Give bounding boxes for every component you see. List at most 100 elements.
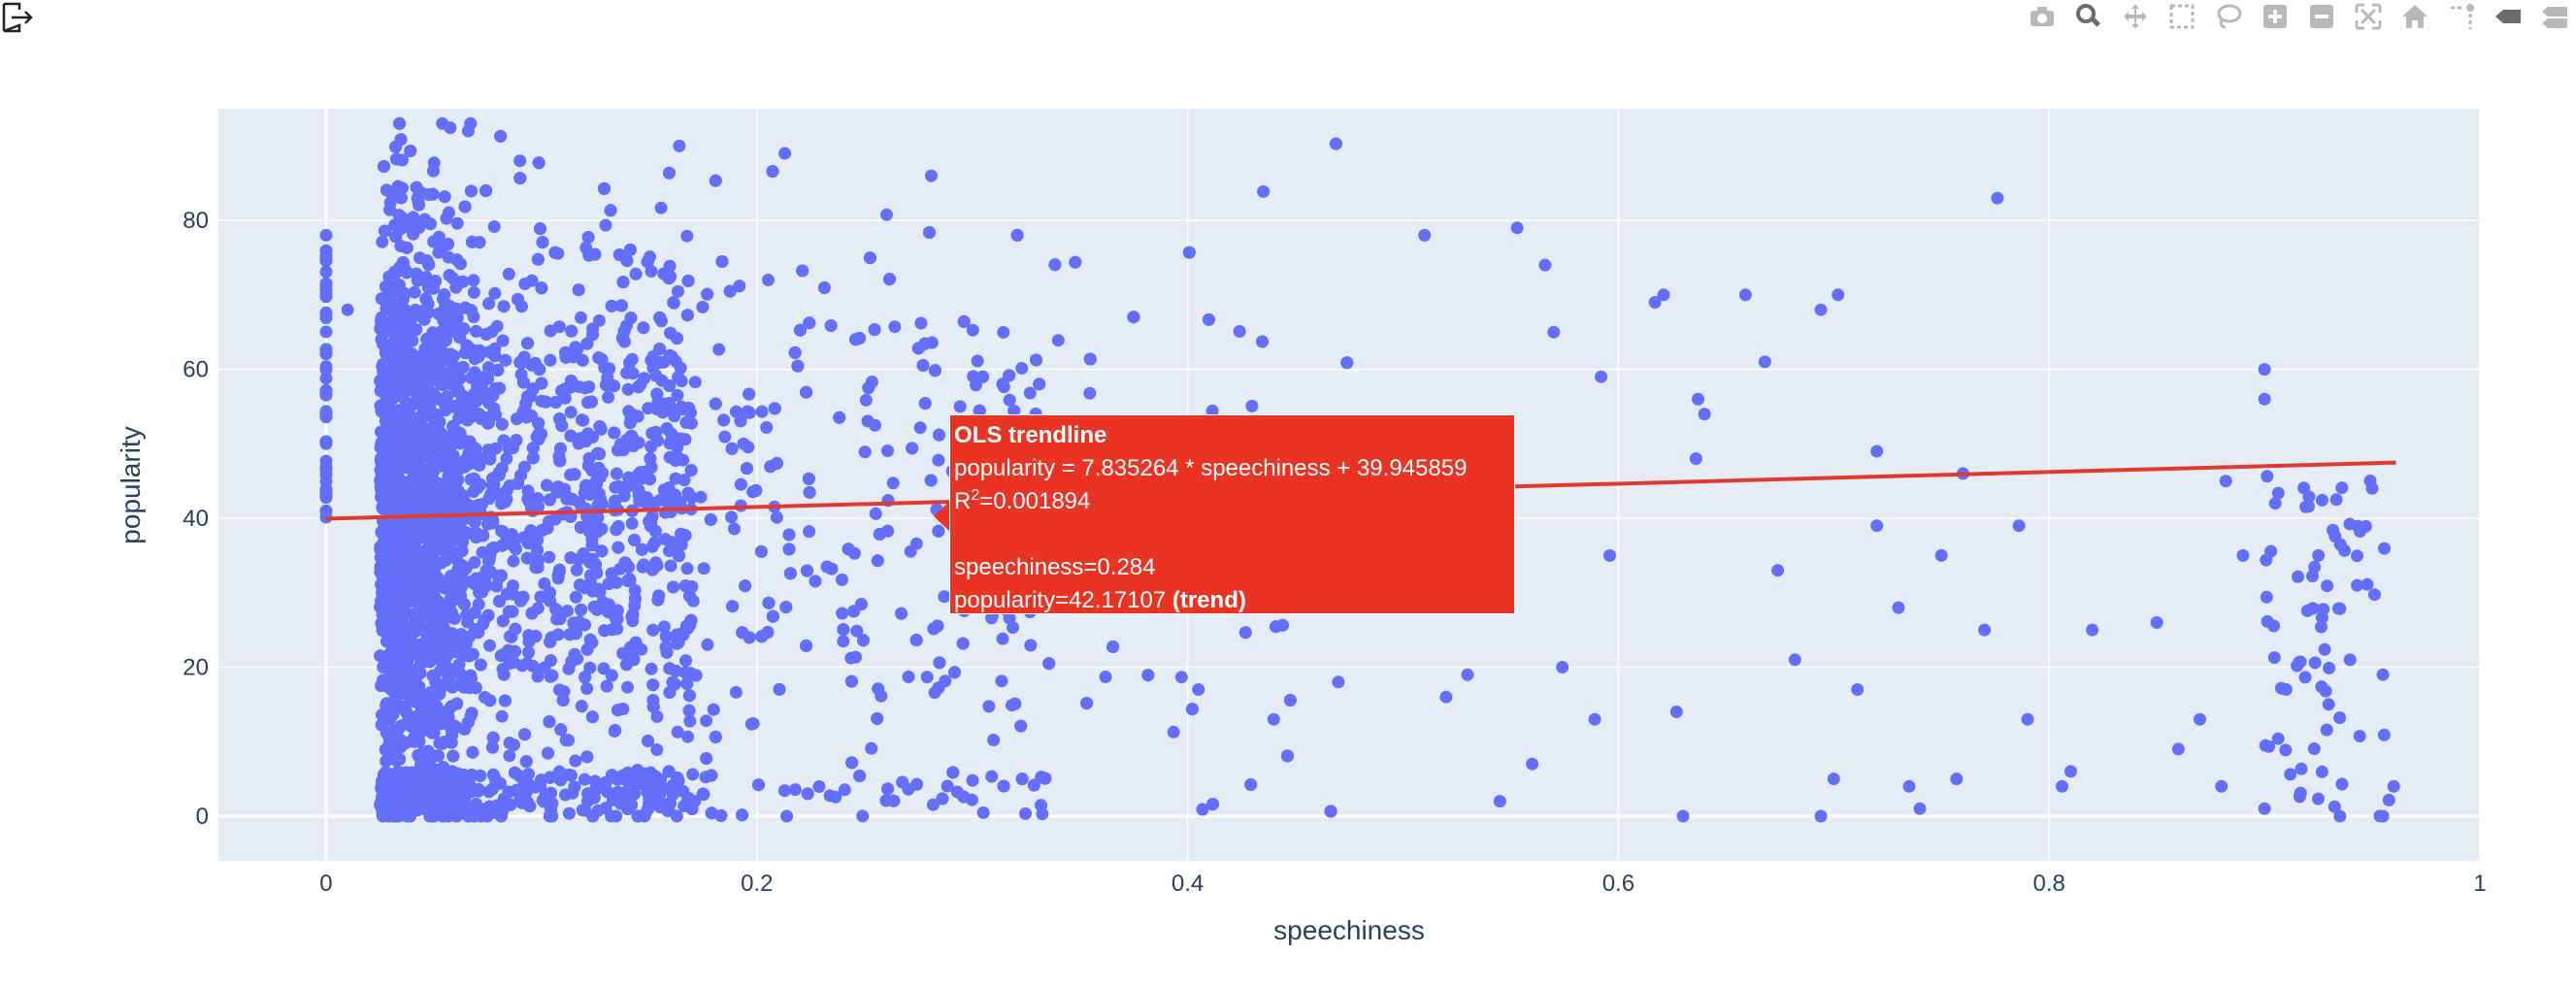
data-point <box>677 474 691 487</box>
data-point <box>510 434 523 447</box>
data-point <box>1202 312 1215 326</box>
data-point <box>777 784 791 798</box>
data-point <box>570 563 583 576</box>
data-point <box>869 507 882 520</box>
data-point <box>985 770 999 783</box>
data-point <box>544 324 557 338</box>
data-point <box>374 374 387 387</box>
data-point <box>1003 393 1016 407</box>
data-point <box>957 790 971 804</box>
data-point <box>956 637 970 650</box>
data-point <box>1233 325 1246 338</box>
hover-closest-icon[interactable] <box>2491 0 2526 33</box>
box-select-icon[interactable] <box>2164 0 2199 33</box>
autoscale-icon[interactable] <box>2351 0 2386 33</box>
data-point <box>380 726 393 740</box>
zoom-icon[interactable] <box>2071 0 2106 33</box>
data-point <box>576 413 589 427</box>
data-point <box>1270 620 1282 634</box>
camera-icon[interactable] <box>2025 0 2060 33</box>
data-point <box>499 353 512 367</box>
data-point <box>1033 378 1046 391</box>
data-point <box>531 670 545 683</box>
data-point <box>496 614 510 628</box>
data-point <box>559 788 572 802</box>
data-point <box>663 662 677 675</box>
pan-icon[interactable] <box>2118 0 2153 33</box>
data-point <box>677 453 690 467</box>
data-point <box>605 669 618 682</box>
data-point <box>663 166 676 180</box>
data-point <box>888 320 902 334</box>
data-point <box>850 624 864 638</box>
data-point <box>503 737 516 749</box>
data-point <box>376 235 389 248</box>
data-point <box>734 477 747 491</box>
data-point <box>712 343 726 356</box>
lasso-select-icon[interactable] <box>2211 0 2246 33</box>
data-point <box>531 252 545 266</box>
data-point <box>621 382 635 396</box>
data-point <box>1027 778 1040 792</box>
data-point <box>1015 362 1029 375</box>
data-point <box>432 749 445 763</box>
data-point <box>569 754 582 768</box>
data-point <box>406 334 419 347</box>
data-point <box>488 286 502 300</box>
data-point <box>379 224 392 238</box>
data-point <box>824 319 838 332</box>
data-point <box>680 229 694 243</box>
data-point <box>1042 657 1056 671</box>
data-point <box>620 254 634 267</box>
data-point <box>1245 399 1259 412</box>
data-point <box>729 685 743 699</box>
data-point <box>987 734 1001 746</box>
data-point <box>400 241 413 254</box>
data-point <box>442 470 455 483</box>
data-point <box>621 680 634 694</box>
data-point <box>671 725 684 739</box>
data-point <box>1329 137 1342 150</box>
data-point <box>1051 334 1065 347</box>
data-point <box>836 573 848 586</box>
data-point <box>910 777 923 791</box>
data-point <box>407 227 420 241</box>
data-point <box>672 284 684 298</box>
data-point <box>556 694 570 707</box>
data-point <box>644 662 658 675</box>
data-point <box>586 328 600 342</box>
data-point <box>686 768 700 781</box>
data-point <box>623 243 637 256</box>
exit-icon[interactable] <box>0 0 35 35</box>
data-point <box>623 356 636 370</box>
scatter-points <box>319 116 2400 823</box>
data-point <box>701 638 714 651</box>
data-point <box>1244 778 1258 791</box>
data-point <box>733 279 746 293</box>
spike-lines-icon[interactable] <box>2444 0 2479 33</box>
data-point <box>871 712 884 725</box>
data-point <box>456 489 470 503</box>
data-point <box>896 775 909 789</box>
data-point <box>718 430 732 444</box>
data-point <box>602 390 615 404</box>
data-point <box>1141 669 1155 682</box>
data-point <box>543 550 556 564</box>
data-point <box>1106 641 1120 653</box>
data-point <box>467 285 480 299</box>
zoom-in-icon[interactable] <box>2258 0 2293 33</box>
data-point <box>472 598 485 611</box>
data-point <box>551 628 565 641</box>
reset-axes-icon[interactable] <box>2397 0 2432 33</box>
data-point <box>920 671 934 684</box>
data-point <box>1083 386 1097 400</box>
data-point <box>483 639 496 652</box>
data-point <box>696 300 710 313</box>
zoom-out-icon[interactable] <box>2304 0 2339 33</box>
data-point <box>582 248 596 262</box>
data-point <box>995 674 1008 688</box>
data-point <box>629 267 643 280</box>
data-point <box>913 421 927 435</box>
hover-compare-icon[interactable] <box>2537 0 2572 33</box>
data-point <box>941 779 954 793</box>
